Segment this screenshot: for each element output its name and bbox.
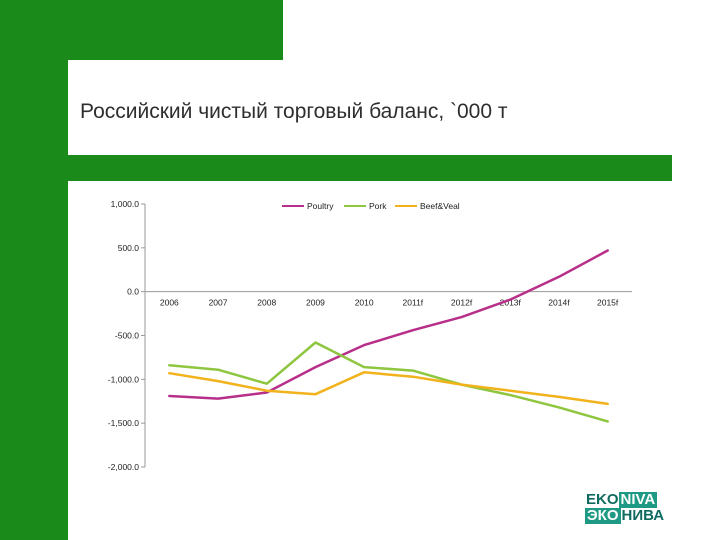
y-tick-label: -1,500.0 [108,418,139,428]
x-tick-label: 2008 [257,298,276,308]
legend-label: Beef&Veal [420,201,460,211]
series-line-pork [168,341,609,423]
content-panel [68,60,720,540]
x-tick-label: 2015f [597,298,619,308]
logo-text-niva: NIVA [618,491,658,508]
y-tick-label: -2,000.0 [108,462,139,472]
x-tick-label: 2010 [355,298,374,308]
title-underline-bar [68,155,672,181]
legend-label: Poultry [307,201,334,211]
slide-title: Российский чистый торговый баланс, `000 … [80,100,508,123]
x-tick-label: 2009 [306,298,325,308]
logo-text-eko: EKO [585,491,619,508]
y-tick-label: 0.0 [127,287,139,297]
y-tick-label: -500.0 [115,331,139,341]
logo-text-niva-cyr: НИВА [620,507,665,524]
series-line-beef-veal [168,371,609,406]
x-tick-label: 2013f [500,298,522,308]
series-line-poultry [168,249,609,400]
y-tick-label: -1,000.0 [108,374,139,384]
legend-label: Pork [369,201,387,211]
x-tick-label: 2012f [451,298,473,308]
y-tick-label: 1,000.0 [111,199,140,209]
x-tick-label: 2007 [209,298,228,308]
x-tick-label: 2006 [160,298,179,308]
left-green-strip [0,0,68,540]
y-tick-label: 500.0 [118,243,140,253]
x-tick-label: 2014f [548,298,570,308]
x-tick-label: 2011f [403,298,424,308]
ekoniva-logo: EKO NIVA ЭКО НИВА [585,492,691,524]
logo-text-eko-cyr: ЭКО [585,507,621,524]
